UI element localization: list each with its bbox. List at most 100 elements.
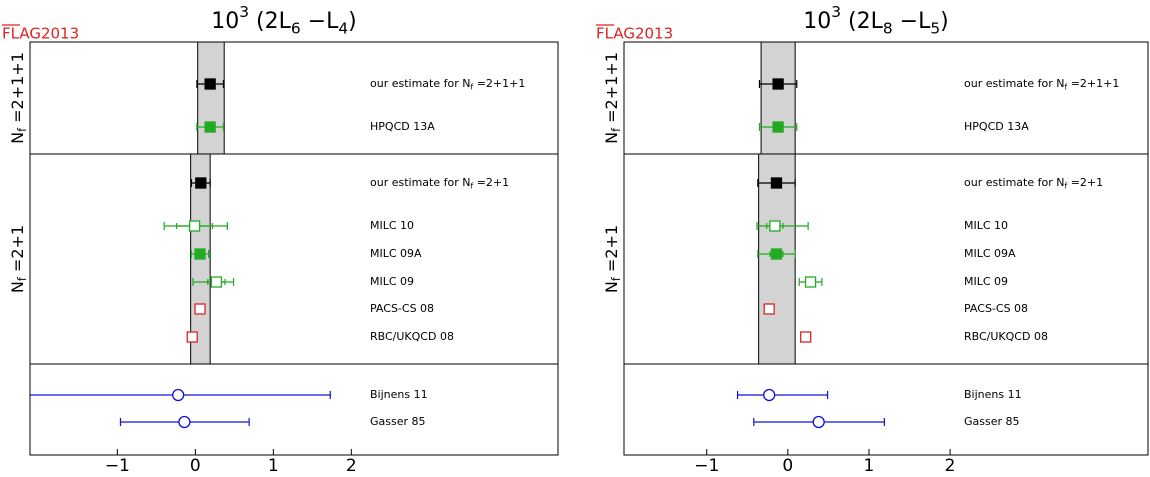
row-label-part: f [470,82,473,91]
marker [178,415,191,429]
x-tick-label: 2 [346,456,357,476]
group-label-part: f [610,127,623,132]
row-label: Gasser 85 [370,415,426,428]
row-label: PACS-CS 08 [964,302,1028,315]
x-tick-label: 1 [268,456,279,476]
chart-title: 103 (2L6 −L4) [211,3,357,38]
row-label: our estimate for Nf =2+1 [370,176,509,190]
marker [204,121,216,133]
marker [194,248,206,260]
row-label-part: HPQCD 13A [964,120,1029,133]
chart-title-part: (2L [841,9,884,34]
plot-frame [623,41,1149,456]
row-label: Bijnens 11 [964,388,1022,401]
group-label-part: =2+1 [8,225,27,277]
row-label-part: f [1064,82,1067,91]
group-label-part: f [16,127,29,132]
group-label-part: =2+1+1 [602,52,621,128]
group-label-part: =2+1+1 [8,52,27,128]
logo: FLAG2013 [596,25,673,43]
chart-title-part: 10 [803,9,831,34]
chart-title: 103 (2L8 −L5) [803,3,949,38]
row-label: MILC 09A [370,247,422,260]
group-label-part: f [610,276,623,281]
row-label: our estimate for Nf =2+1+1 [964,77,1119,91]
chart-title-part: 8 [883,19,893,37]
row-label-part: =2+1+1 [473,77,525,90]
row-label-part: MILC 10 [370,219,414,232]
marker [194,303,206,315]
logo: FLAG2013 [2,25,79,43]
chart-title-part: (2L [249,9,292,34]
chart-title-part: 10 [211,9,239,34]
marker [204,78,216,90]
group-label-part: N [602,132,621,144]
row-label-part: f [1064,181,1067,190]
group-label: Nf =2+1+1 [602,52,623,144]
chart-title-part: ) [940,9,949,34]
x-tick-label: 0 [190,456,201,476]
marker [772,121,784,133]
x-tick-label: 2 [945,456,956,476]
chart-title-part: ) [348,9,357,34]
row-label-part: Bijnens 11 [964,388,1022,401]
row-label-part: MILC 09 [370,275,414,288]
row-label: Bijnens 11 [370,388,428,401]
row-label-part: MILC 09A [964,247,1016,260]
chart-title-part: −L [301,9,339,34]
row-label: our estimate for Nf =2+1 [964,176,1103,190]
row-label: MILC 09 [964,275,1008,288]
row-label-part: Gasser 85 [370,415,426,428]
row-label-part: =2+1 [473,176,509,189]
estimate-band [760,42,796,155]
marker [763,388,776,402]
plot-frame [29,41,559,456]
marker [188,220,201,232]
x-tick-label: −1 [694,456,719,476]
row-label: MILC 10 [964,219,1008,232]
row-label-part: HPQCD 13A [370,120,435,133]
row-label-part: MILC 09 [964,275,1008,288]
row-label: RBC/UKQCD 08 [370,330,454,343]
row-label-part: PACS-CS 08 [964,302,1028,315]
row-label-part: RBC/UKQCD 08 [370,330,454,343]
group-label: Nf =2+1 [602,225,623,293]
row-label: HPQCD 13A [964,120,1029,133]
x-tick-label: 1 [864,456,875,476]
marker [812,415,825,429]
row-label-part: MILC 09A [370,247,422,260]
chart-title-part: 4 [338,19,348,37]
row-label-part: =2+1+1 [1067,77,1119,90]
estimate-band [197,42,225,155]
plot-area [736,42,885,429]
row-label-part: Bijnens 11 [370,388,428,401]
row-label-part: our estimate for N [964,176,1064,189]
row-label: our estimate for Nf =2+1+1 [370,77,525,91]
marker [763,303,775,315]
row-label-part: =2+1 [1067,176,1103,189]
row-label: RBC/UKQCD 08 [964,330,1048,343]
row-label-part: our estimate for N [964,77,1064,90]
row-label-part: f [470,181,473,190]
marker [195,177,207,189]
marker [769,220,781,232]
marker [186,331,198,343]
marker [172,388,185,402]
marker [770,177,783,189]
group-label: Nf =2+1 [8,225,29,293]
row-label-part: our estimate for N [370,77,470,90]
chart-title-part: 3 [239,3,249,21]
marker [800,331,812,343]
marker [210,276,223,288]
row-label-part: our estimate for N [370,176,470,189]
marker [772,78,784,90]
group-label-part: N [8,281,27,293]
group-label-part: =2+1 [602,225,621,277]
row-label-part: Gasser 85 [964,415,1020,428]
group-label-part: N [8,132,27,144]
row-label: MILC 10 [370,219,414,232]
row-label-part: PACS-CS 08 [370,302,434,315]
marker [770,248,783,260]
